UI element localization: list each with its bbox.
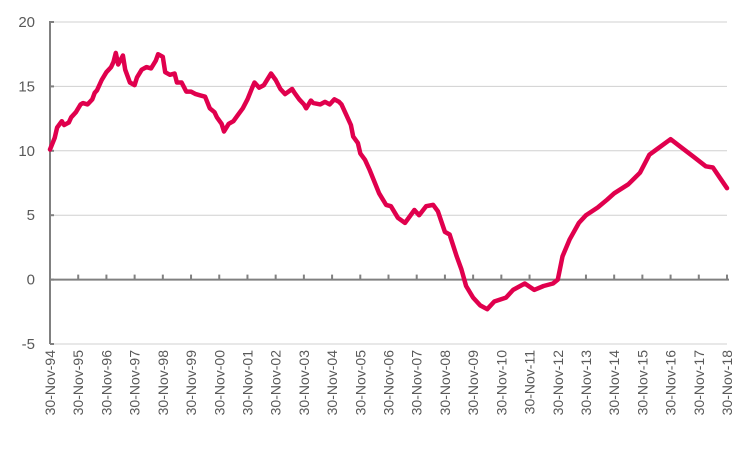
x-tick-label: 30-Nov-14: [606, 350, 622, 416]
x-tick-label: 30-Nov-03: [296, 350, 312, 416]
y-tick-label: 20: [18, 14, 35, 31]
x-tick-label: 30-Nov-97: [127, 350, 143, 416]
axes: [49, 21, 729, 345]
x-tick-label: 30-Nov-01: [239, 350, 255, 416]
series-line: [47, 50, 730, 312]
x-tick-label: 30-Nov-07: [409, 350, 425, 416]
x-tick-label: 30-Nov-00: [211, 350, 227, 416]
x-tick-label: 30-Nov-94: [42, 350, 58, 416]
x-tick-label: 30-Nov-09: [465, 350, 481, 416]
x-tick-label: 30-Nov-95: [70, 350, 86, 416]
data-points: [49, 52, 728, 310]
x-tick-label: 30-Nov-10: [493, 350, 509, 416]
y-tick-label: 5: [27, 207, 35, 224]
y-axis-tick-labels: -5 0 5 10 15 20: [18, 14, 35, 353]
x-tick-label: 30-Nov-02: [268, 350, 284, 416]
y-tick-label: 10: [18, 143, 35, 160]
x-tick-label: 30-Nov-12: [550, 350, 566, 416]
x-tick-label: 30-Nov-96: [98, 350, 114, 416]
gridlines: [50, 21, 727, 345]
x-tick-label: 30-Nov-99: [183, 350, 199, 416]
x-tick-label: 30-Nov-05: [352, 350, 368, 416]
x-tick-label: 30-Nov-04: [324, 350, 340, 416]
x-tick-label: 30-Nov-08: [437, 350, 453, 416]
x-tick-label: 30-Nov-15: [634, 350, 650, 416]
y-tick-label: 0: [27, 272, 35, 289]
x-axis-tick-labels: 30-Nov-94 30-Nov-95 30-Nov-96 30-Nov-97 30-N…: [42, 350, 735, 416]
x-tick-label: 30-Nov-98: [155, 350, 171, 416]
y-tick-label: 15: [18, 78, 35, 95]
x-tick-label: 30-Nov-18: [719, 350, 735, 416]
x-tick-label: 30-Nov-06: [381, 350, 397, 416]
x-tick-label: 30-Nov-11: [522, 350, 538, 415]
x-tick-label: 30-Nov-13: [578, 350, 594, 416]
y-tick-label: -5: [22, 336, 35, 353]
x-tick-label: 30-Nov-16: [663, 350, 679, 416]
x-tick-label: 30-Nov-17: [691, 350, 707, 416]
